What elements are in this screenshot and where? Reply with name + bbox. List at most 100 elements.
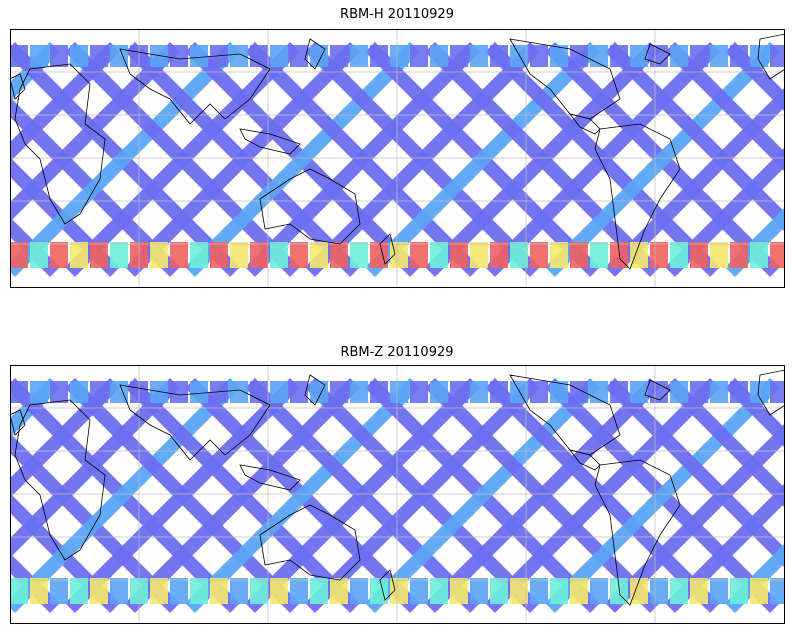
north-band-cell (330, 45, 348, 67)
south-band-cell (670, 242, 688, 268)
south-band-cell (530, 578, 548, 604)
north-band-cell (50, 45, 68, 67)
south-band-cell (590, 578, 608, 604)
south-band-cell (610, 242, 628, 268)
coastline (239, 464, 301, 491)
swath-asc (10, 42, 180, 222)
north-band-cell (70, 381, 88, 403)
coastline (259, 168, 361, 245)
coastline (119, 48, 271, 125)
swath-desc (10, 553, 60, 613)
north-band-cell (690, 45, 708, 67)
swath-asc (245, 42, 480, 277)
north-band-cell (570, 45, 588, 67)
swath-asc (485, 42, 720, 277)
south-band-cell (390, 578, 408, 604)
south-band-cell (310, 578, 328, 604)
north-band-cell (350, 45, 368, 67)
south-band-cell (10, 242, 28, 268)
south-band-cell (490, 578, 508, 604)
north-band-cell (610, 45, 628, 67)
coastline (568, 449, 601, 471)
swath-map-top (10, 29, 785, 288)
map-frame (10, 29, 785, 288)
south-band-cell (50, 242, 68, 268)
south-band-cell (150, 578, 168, 604)
swath-asc (485, 378, 720, 613)
swath-asc (425, 378, 660, 613)
north-band-cell (390, 381, 408, 403)
swath-desc (10, 217, 60, 277)
south-band-cell (430, 578, 448, 604)
north-band-cell (290, 45, 308, 67)
north-band-cell (770, 381, 785, 403)
swath-desc (725, 42, 785, 112)
north-band-cell (710, 45, 728, 67)
north-band-cell (530, 45, 548, 67)
south-band-cell (210, 578, 228, 604)
south-band-cell (470, 578, 488, 604)
swath-asc (365, 378, 600, 613)
swath-asc (605, 87, 785, 277)
swath-asc (10, 378, 120, 498)
south-band-cell (370, 242, 388, 268)
swath-asc (10, 42, 120, 162)
north-band-cell (770, 45, 785, 67)
map-frame (10, 365, 785, 624)
coastline (10, 73, 26, 100)
swath-asc (65, 378, 300, 613)
north-band-cell (550, 45, 568, 67)
south-band-cell (370, 578, 388, 604)
south-band-cell (150, 242, 168, 268)
south-band-cell (250, 242, 268, 268)
south-band-cell (190, 242, 208, 268)
south-band-cell (170, 578, 188, 604)
north-band-cell (510, 381, 528, 403)
south-band-cell (430, 242, 448, 268)
south-band-cell (710, 242, 728, 268)
north-band-cell (430, 381, 448, 403)
north-band-cell (730, 381, 748, 403)
coastline (594, 459, 681, 606)
swath-asc (185, 378, 420, 613)
south-band-cell (390, 242, 408, 268)
south-band-cell (330, 242, 348, 268)
swath-asc (725, 207, 785, 277)
swath-asc (125, 378, 360, 613)
swath-asc (10, 378, 180, 558)
coastline (379, 569, 396, 601)
north-band-cell (730, 45, 748, 67)
north-band-cell (50, 381, 68, 403)
north-band-cell (690, 381, 708, 403)
south-band-cell (750, 578, 768, 604)
north-band-cell (410, 381, 428, 403)
north-band-cell (90, 381, 108, 403)
north-band-cell (470, 45, 488, 67)
swath-asc (185, 42, 420, 277)
south-band-cell (710, 578, 728, 604)
north-band-cell (630, 45, 648, 67)
south-band-cell (70, 242, 88, 268)
swath-asc (305, 42, 540, 277)
south-band-cell (750, 242, 768, 268)
north-band-cell (370, 45, 388, 67)
south-band-cell (550, 578, 568, 604)
south-band-cell (730, 242, 748, 268)
map-title-top: RBM-H 20110929 (340, 7, 454, 22)
north-band-cell (10, 45, 28, 67)
south-band-cell (350, 578, 368, 604)
coastline (10, 409, 26, 436)
swath-asc (725, 543, 785, 613)
north-band-cell (450, 45, 468, 67)
north-band-cell (750, 45, 768, 67)
map-title-bottom: RBM-Z 20110929 (340, 345, 454, 360)
north-band-cell (390, 45, 408, 67)
swath-asc (10, 42, 60, 102)
south-band-cell (90, 242, 108, 268)
north-band-cell (330, 381, 348, 403)
north-band-cell (610, 381, 628, 403)
south-band-cell (450, 242, 468, 268)
north-band-cell (410, 45, 428, 67)
south-band-cell (650, 578, 668, 604)
south-band-cell (90, 578, 108, 604)
